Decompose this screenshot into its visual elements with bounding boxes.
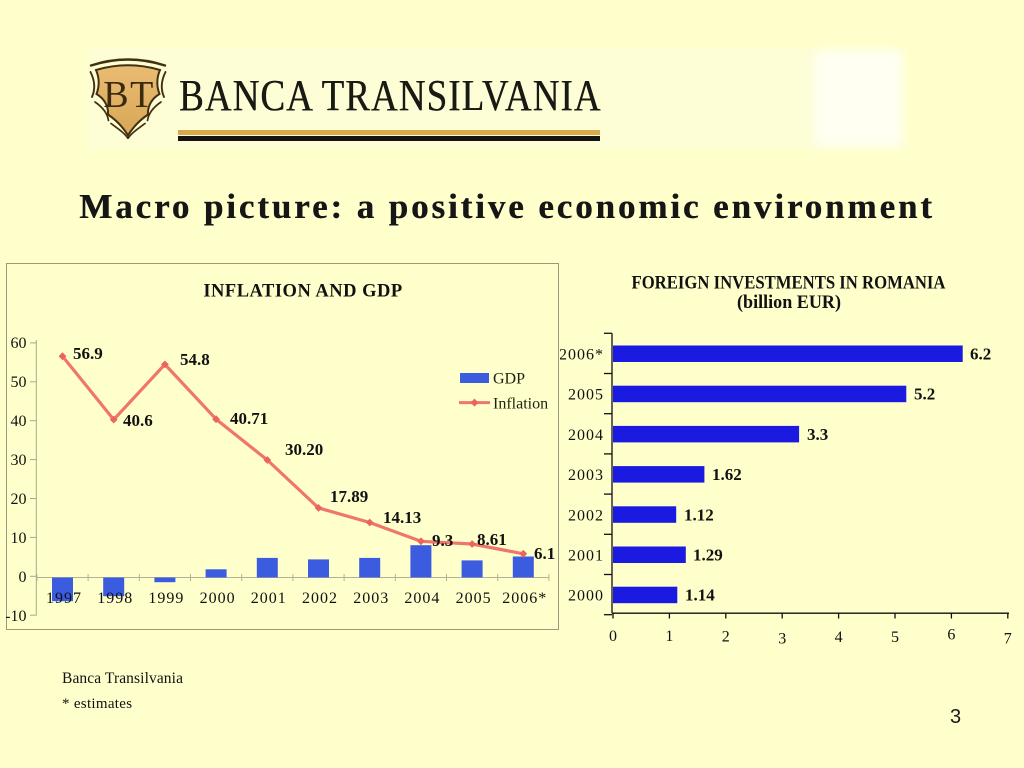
svg-text:2003: 2003 [353,590,389,607]
svg-text:2005: 2005 [456,590,492,607]
svg-text:-10: -10 [6,608,27,625]
svg-text:INFLATION AND GDP: INFLATION AND GDP [203,282,402,302]
svg-text:FOREIGN INVESTMENTS IN ROMANIA: FOREIGN INVESTMENTS IN ROMANIA [632,272,946,293]
svg-text:4: 4 [835,629,843,646]
svg-text:2002: 2002 [568,507,604,524]
svg-text:6.2: 6.2 [970,345,991,364]
svg-text:Inflation: Inflation [493,396,548,413]
svg-text:54.8: 54.8 [180,350,210,369]
svg-text:3: 3 [778,631,786,648]
svg-text:2006*: 2006* [502,590,547,607]
svg-text:1998: 1998 [97,590,133,607]
svg-text:40: 40 [11,413,27,430]
svg-text:2000: 2000 [568,588,604,605]
svg-text:1999: 1999 [148,590,184,607]
svg-text:6: 6 [947,627,955,644]
svg-text:1.14: 1.14 [685,586,715,605]
svg-text:1.12: 1.12 [684,505,714,524]
svg-text:2001: 2001 [568,548,604,565]
svg-text:2004: 2004 [404,590,440,607]
svg-text:3.3: 3.3 [807,425,828,444]
svg-text:1997: 1997 [46,590,82,607]
svg-text:60: 60 [11,335,27,352]
svg-text:5: 5 [891,629,899,646]
svg-text:17.89: 17.89 [330,487,368,506]
svg-text:6.1: 6.1 [534,544,555,563]
svg-text:GDP: GDP [493,371,525,388]
svg-text:20: 20 [11,491,27,508]
svg-text:7: 7 [1004,631,1012,648]
svg-text:1: 1 [665,628,673,645]
svg-text:14.13: 14.13 [383,508,421,527]
svg-text:2002: 2002 [302,590,338,607]
svg-text:8.61: 8.61 [477,530,507,549]
svg-text:1.62: 1.62 [712,465,742,484]
svg-text:50: 50 [11,374,27,391]
svg-text:0: 0 [609,628,617,645]
svg-text:2000: 2000 [200,590,236,607]
svg-text:BT: BT [103,74,155,116]
svg-text:30: 30 [11,452,27,469]
svg-text:2001: 2001 [251,590,287,607]
svg-text:1.29: 1.29 [693,546,723,565]
svg-text:2006*: 2006* [560,347,604,364]
svg-text:30.20: 30.20 [285,440,323,459]
svg-text:(billion EUR): (billion EUR) [737,293,841,313]
svg-text:2003: 2003 [568,467,604,484]
svg-text:5.2: 5.2 [914,385,935,404]
svg-text:9.3: 9.3 [432,531,453,550]
svg-text:0: 0 [19,569,27,586]
svg-text:2: 2 [722,629,730,646]
svg-text:2004: 2004 [568,427,604,444]
svg-text:10: 10 [11,530,27,547]
svg-text:2005: 2005 [568,387,604,404]
svg-text:40.6: 40.6 [123,411,153,430]
svg-text:40.71: 40.71 [230,409,268,428]
svg-text:56.9: 56.9 [73,344,103,363]
